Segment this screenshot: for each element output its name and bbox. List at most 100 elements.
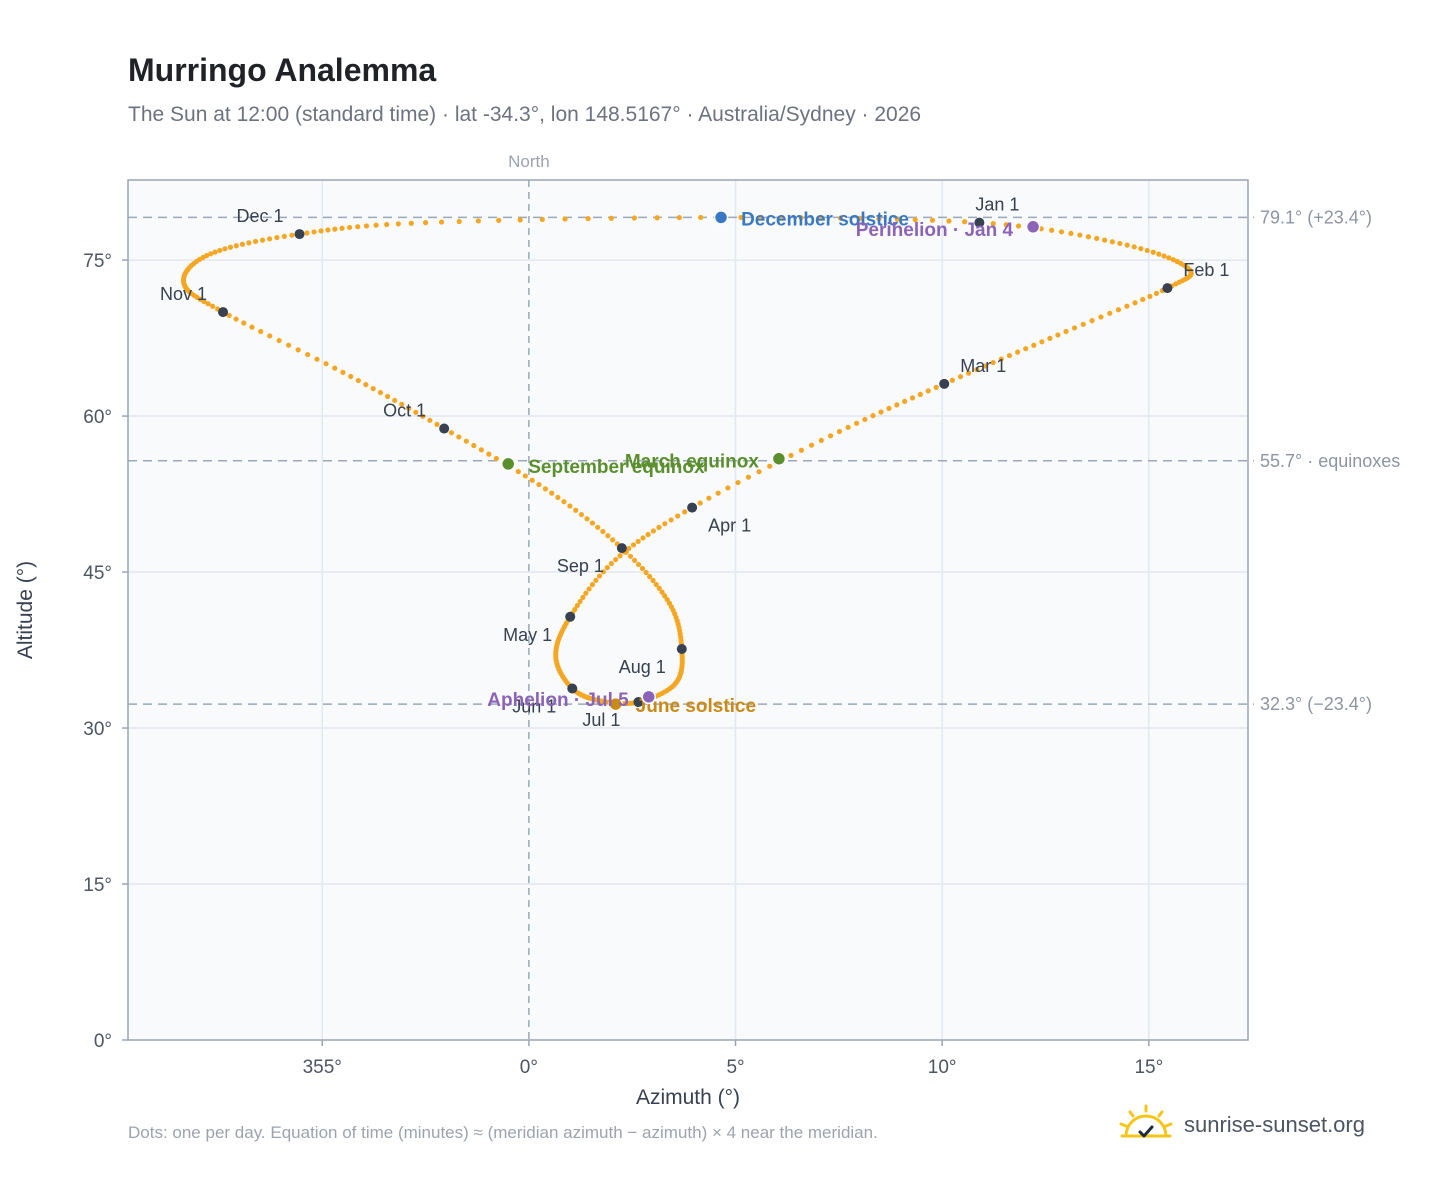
daily-dot: [998, 356, 1004, 362]
daily-dot: [1153, 290, 1160, 296]
daily-dot: [595, 524, 601, 530]
y-tick-label: 60°: [83, 407, 112, 428]
daily-dot: [249, 324, 255, 330]
daily-dot: [1138, 246, 1144, 252]
daily-dot: [767, 463, 773, 469]
daily-dot: [894, 216, 900, 222]
daily-dot: [605, 533, 611, 539]
daily-dot: [252, 238, 259, 245]
daily-dot: [267, 333, 273, 339]
daily-dot: [515, 468, 521, 475]
daily-dot: [586, 586, 592, 592]
daily-dot: [631, 215, 638, 221]
month-marker: [616, 543, 627, 554]
daily-dot: [886, 405, 892, 411]
daily-dot: [1098, 314, 1104, 320]
daily-dot: [422, 220, 429, 226]
daily-dot: [241, 320, 247, 326]
daily-dot: [845, 424, 851, 430]
daily-dot: [318, 228, 324, 234]
daily-dot: [226, 312, 232, 319]
daily-dot: [630, 542, 637, 548]
daily-dot: [427, 417, 433, 423]
daily-dot: [1161, 253, 1167, 259]
daily-dot: [585, 216, 591, 222]
daily-dot: [496, 217, 502, 223]
daily-dot: [756, 469, 762, 475]
brand[interactable]: sunrise-sunset.org: [1118, 1100, 1365, 1150]
daily-dot: [385, 393, 391, 400]
y-tick-label: 45°: [83, 563, 112, 584]
event-label: September equinox: [528, 457, 705, 478]
month-marker: [294, 229, 305, 240]
month-label: Jul 1: [582, 710, 620, 730]
daily-dot: [567, 503, 573, 509]
daily-dot: [668, 517, 674, 523]
daily-dot: [1006, 352, 1013, 359]
daily-dot: [246, 240, 252, 246]
reference-line-label: 79.1° (+23.4°): [1260, 207, 1372, 227]
daily-dot: [640, 535, 646, 541]
daily-dot: [1003, 222, 1009, 228]
daily-dot: [311, 229, 317, 235]
daily-dot: [664, 597, 670, 603]
chart-title: Murringo Analemma: [128, 52, 437, 88]
daily-dot: [212, 249, 218, 255]
daily-dot: [478, 447, 484, 453]
daily-dot: [574, 602, 580, 609]
month-marker: [567, 683, 578, 694]
y-tick-label: 0°: [94, 1031, 112, 1052]
x-tick-label: 10°: [928, 1057, 957, 1078]
event-marker: [713, 210, 729, 225]
month-marker: [687, 502, 698, 513]
y-tick-label: 30°: [83, 719, 112, 740]
grid-lines: [128, 180, 1248, 1040]
daily-dot: [305, 351, 311, 358]
daily-dot: [1173, 281, 1179, 287]
daily-dot: [542, 486, 549, 492]
daily-dot: [654, 215, 660, 221]
daily-dot: [662, 593, 668, 599]
daily-dot: [259, 237, 266, 243]
daily-dot: [758, 214, 764, 221]
daily-dot: [876, 216, 882, 222]
daily-dot: [355, 377, 361, 384]
daily-dot: [233, 316, 239, 322]
daily-dot: [635, 561, 642, 568]
daily-dot: [827, 433, 834, 439]
daily-dot: [1047, 335, 1053, 341]
daily-dot: [281, 233, 287, 239]
daily-dot: [205, 301, 211, 307]
daily-dot: [348, 373, 354, 380]
daily-dot: [1144, 247, 1150, 254]
daily-dot: [332, 365, 338, 371]
month-markers: Jan 1 Feb 1 Mar 1 Apr 1 May 1 Jun 1 Jul 1 Aug 1…: [160, 195, 1229, 730]
daily-dot: [837, 215, 844, 221]
daily-dot: [363, 223, 370, 229]
daily-dot: [957, 374, 964, 380]
daily-dot: [697, 500, 703, 506]
month-label: Mar 1: [960, 356, 1006, 376]
daily-dot: [1055, 332, 1061, 338]
daily-dot: [870, 413, 876, 419]
daily-dot: [836, 428, 843, 435]
daily-dot: [395, 221, 401, 227]
daily-dot: [355, 224, 361, 230]
daily-dot: [406, 405, 412, 411]
daily-dot: [323, 361, 329, 367]
daily-dot: [332, 226, 338, 232]
daily-dot: [463, 438, 469, 444]
daily-dot: [239, 241, 246, 247]
daily-dot: [420, 413, 426, 419]
daily-dot: [589, 520, 596, 526]
daily-dot: [706, 495, 712, 501]
plot-frame: [127, 179, 1249, 1041]
x-tick-label: 0°: [520, 1057, 538, 1078]
daily-dot: [522, 473, 528, 479]
daily-dot: [572, 606, 578, 613]
daily-dot: [561, 499, 567, 505]
daily-dot: [486, 451, 492, 457]
daily-dot: [267, 236, 273, 242]
daily-dot: [656, 524, 662, 530]
daily-dot: [222, 246, 228, 252]
